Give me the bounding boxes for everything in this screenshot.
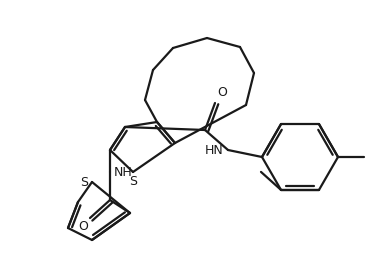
Text: S: S xyxy=(129,175,137,188)
Text: NH: NH xyxy=(114,165,133,179)
Text: O: O xyxy=(78,220,88,233)
Text: HN: HN xyxy=(205,144,224,156)
Text: S: S xyxy=(80,175,88,189)
Text: O: O xyxy=(217,86,227,99)
